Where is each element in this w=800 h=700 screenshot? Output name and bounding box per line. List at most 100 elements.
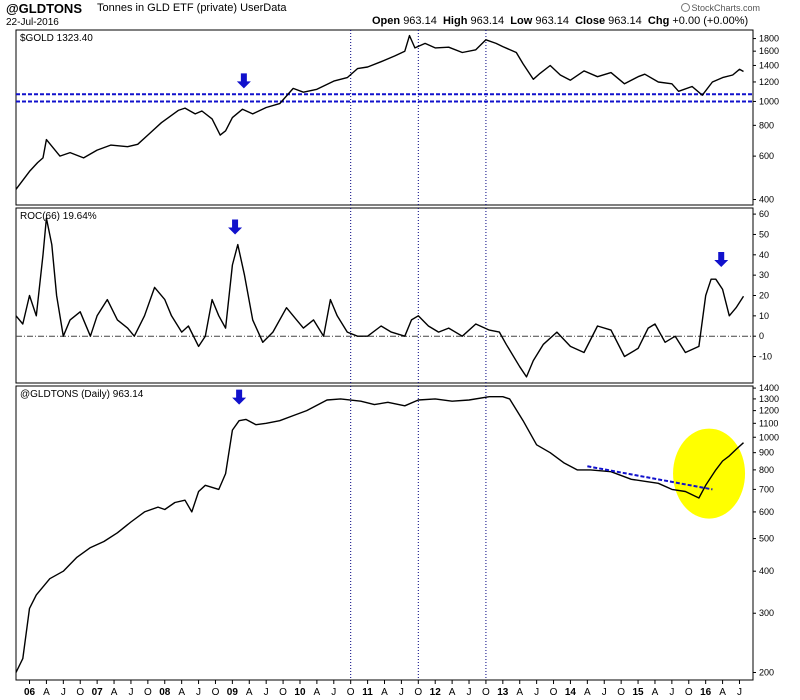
x-month-label: A	[381, 687, 388, 698]
source-text: UserData	[240, 2, 287, 14]
x-month-label: J	[534, 687, 539, 698]
y-tick-label: 0	[759, 331, 764, 341]
x-year-label: 12	[430, 687, 442, 698]
x-year-label: 11	[362, 687, 373, 698]
x-month-label: J	[669, 687, 674, 698]
close-value: 963.14	[608, 15, 642, 27]
x-year-label: 13	[497, 687, 509, 698]
open-value: 963.14	[403, 15, 437, 27]
quote-summary: Open 963.14 High 963.14 Low 963.14 Close…	[372, 15, 748, 27]
x-month-label: A	[516, 687, 523, 698]
y-tick-label: 500	[759, 534, 774, 544]
high-value: 963.14	[470, 15, 505, 27]
y-tick-label: 1400	[759, 383, 779, 393]
x-month-label: A	[719, 687, 726, 698]
x-month-label: A	[111, 687, 118, 698]
open-label: Open	[372, 15, 401, 27]
series-line	[15, 217, 745, 378]
x-month-label: O	[550, 687, 558, 698]
down-arrow-icon	[236, 73, 251, 89]
x-month-label: O	[617, 687, 625, 698]
y-tick-label: 40	[759, 250, 769, 260]
x-month-label: J	[61, 687, 66, 698]
x-month-label: O	[76, 687, 84, 698]
x-month-label: O	[482, 687, 490, 698]
symbol-description: Tonnes in GLD ETF (private) UserData	[97, 2, 287, 14]
series-line	[15, 396, 744, 673]
y-tick-label: 700	[759, 484, 774, 494]
x-month-label: A	[584, 687, 591, 698]
x-year-label: 15	[632, 687, 644, 698]
y-tick-label: 50	[759, 229, 769, 239]
y-tick-label: 30	[759, 270, 769, 280]
panel-frame	[15, 385, 754, 681]
x-month-label: A	[43, 687, 50, 698]
chart-header: @GLDTONS Tonnes in GLD ETF (private) Use…	[0, 0, 800, 30]
x-month-label: A	[652, 687, 659, 698]
series-line	[15, 34, 744, 190]
x-month-label: O	[685, 687, 693, 698]
y-tick-label: 1400	[759, 60, 779, 70]
x-month-label: A	[314, 687, 321, 698]
y-tick-label: 600	[759, 151, 774, 161]
x-month-label: O	[279, 687, 287, 698]
x-month-label: J	[331, 687, 336, 698]
x-month-label: O	[347, 687, 355, 698]
panel-label: @GLDTONS (Daily) 963.14	[20, 389, 144, 400]
y-tick-label: 1000	[759, 432, 779, 442]
description-text: Tonnes in GLD ETF (private)	[97, 2, 237, 14]
x-month-label: J	[467, 687, 472, 698]
high-label: High	[442, 15, 468, 27]
y-tick-label: -10	[759, 352, 772, 362]
trendline	[587, 465, 713, 491]
panel-frame	[15, 29, 754, 206]
stockcharts-logo-icon	[681, 3, 691, 12]
x-year-label: 10	[294, 687, 306, 698]
x-month-label: J	[128, 687, 133, 698]
low-label: Low	[510, 15, 533, 27]
down-arrow-icon	[228, 219, 243, 235]
y-tick-label: 10	[759, 311, 769, 321]
y-tick-label: 1200	[759, 77, 779, 87]
panel-frame	[15, 207, 754, 384]
x-month-label: J	[399, 687, 404, 698]
y-tick-label: 600	[759, 507, 774, 517]
x-month-label: A	[178, 687, 185, 698]
panel-label: ROC(66) 19.64%	[20, 211, 97, 222]
down-arrow-icon	[714, 252, 729, 268]
y-tick-label: 300	[759, 608, 774, 618]
chg-value: +0.00 (+0.00%)	[672, 15, 749, 27]
y-tick-label: 20	[759, 291, 769, 301]
y-tick-label: 1300	[759, 394, 779, 404]
y-tick-label: 1100	[759, 418, 778, 428]
x-month-label: A	[246, 687, 253, 698]
x-month-label: J	[602, 687, 607, 698]
x-month-label: J	[264, 687, 269, 698]
x-year-label: 06	[24, 687, 36, 698]
x-year-label: 07	[92, 687, 104, 698]
y-tick-label: 200	[759, 668, 774, 678]
close-label: Close	[575, 15, 606, 27]
chg-label: Chg	[647, 15, 670, 27]
symbol-title: @GLDTONS	[6, 1, 82, 16]
y-tick-label: 800	[759, 465, 774, 475]
x-year-label: 09	[227, 687, 239, 698]
highlight-circle	[673, 428, 746, 519]
y-tick-label: 800	[759, 120, 774, 130]
y-tick-label: 1600	[759, 46, 779, 56]
x-month-label: O	[144, 687, 152, 698]
y-tick-label: 60	[759, 209, 769, 219]
y-tick-label: 900	[759, 448, 774, 458]
x-month-label: J	[196, 687, 201, 698]
y-tick-label: 400	[759, 566, 774, 576]
credit: StockCharts.com	[681, 3, 760, 13]
x-year-label: 14	[565, 687, 577, 698]
panel-label: $GOLD 1323.40	[20, 33, 93, 44]
x-month-label: J	[737, 687, 742, 698]
x-year-label: 08	[159, 687, 171, 698]
y-tick-label: 1800	[759, 34, 779, 44]
x-month-label: O	[414, 687, 422, 698]
chart-date: 22-Jul-2016	[6, 17, 59, 28]
down-arrow-icon	[232, 389, 247, 405]
